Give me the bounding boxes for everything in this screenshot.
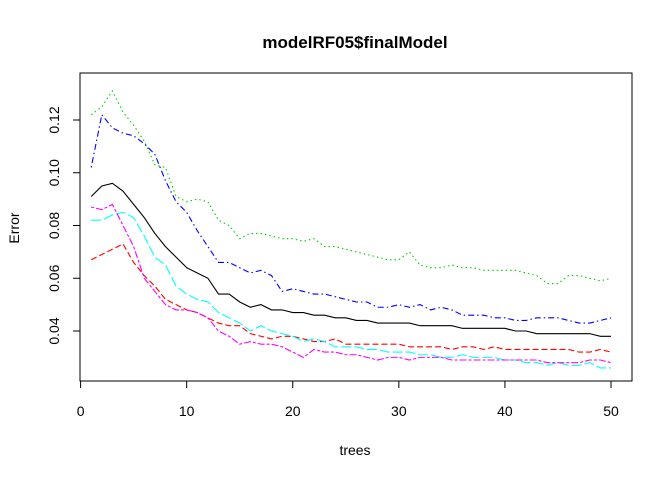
- series-line-4: [90, 113, 612, 324]
- series-line-3: [90, 89, 612, 285]
- x-tick-label: 10: [179, 403, 195, 419]
- x-tick-label: 30: [391, 403, 407, 419]
- series-line-5: [91, 211, 611, 369]
- y-tick-label: 0.04: [46, 317, 62, 344]
- y-axis: 0.04 0.06 0.08 0.10 0.12: [46, 106, 81, 345]
- x-tick-label: 0: [77, 403, 85, 419]
- series-line-1: [90, 182, 611, 337]
- x-axis-label: trees: [339, 442, 370, 458]
- chart-title: modelRF05$finalModel: [262, 33, 447, 52]
- series-line-6: [91, 203, 612, 364]
- y-tick-label: 0.08: [46, 212, 62, 239]
- x-axis: 0 10 20 30 40 50: [77, 380, 619, 419]
- plot-frame: [79, 72, 633, 382]
- series-group: [90, 89, 612, 369]
- y-tick-label: 0.10: [46, 159, 62, 186]
- x-tick-label: 50: [603, 403, 619, 419]
- x-tick-label: 20: [285, 403, 301, 419]
- series-line-2: [90, 243, 612, 353]
- y-axis-label: Error: [6, 212, 22, 243]
- y-tick-label: 0.06: [46, 264, 62, 291]
- x-tick-label: 40: [497, 403, 513, 419]
- y-tick-label: 0.12: [46, 106, 62, 133]
